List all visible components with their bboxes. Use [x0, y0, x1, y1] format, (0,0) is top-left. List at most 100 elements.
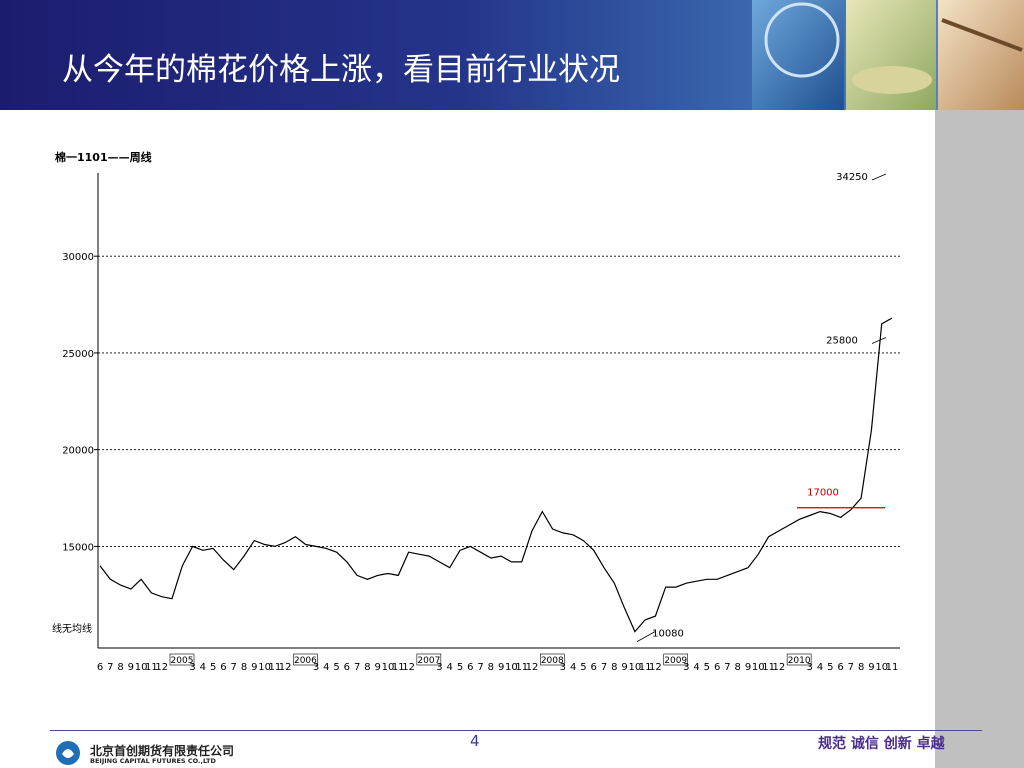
x-tick-label: 10: [382, 662, 395, 673]
x-tick-label: 9: [621, 662, 627, 673]
x-tick-label: 11: [762, 662, 775, 673]
x-tick-label: 8: [364, 662, 370, 673]
year-box: [539, 653, 565, 666]
x-tick-label: 6: [97, 662, 103, 673]
side-bar: [935, 110, 1024, 768]
x-year-label: 2008: [541, 656, 564, 666]
x-tick-label: 9: [251, 662, 257, 673]
x-tick-label: 12: [526, 662, 539, 673]
y-tick-label: 15000: [62, 542, 94, 553]
x-tick-label: 12: [279, 662, 292, 673]
y-tick-label: 25000: [62, 349, 94, 360]
x-tick-label: 8: [488, 662, 494, 673]
x-tick-label: 9: [128, 662, 134, 673]
x-tick-label: 11: [268, 662, 281, 673]
x-tick-label: 11: [392, 662, 405, 673]
x-tick-label: 3: [436, 662, 442, 673]
x-tick-label: 10: [258, 662, 271, 673]
x-tick-label: 10: [628, 662, 641, 673]
annotation-pointer: [636, 631, 656, 642]
x-tick-label: 10: [135, 662, 148, 673]
year-box: [293, 653, 318, 666]
x-tick-label: 6: [220, 662, 226, 673]
x-year-label: 2006: [294, 656, 317, 666]
x-tick-label: 11: [639, 662, 652, 673]
x-tick-label: 7: [601, 662, 607, 673]
x-tick-label: 4: [323, 662, 329, 673]
x-year-label: 2007: [417, 656, 440, 666]
x-tick-label: 8: [735, 662, 741, 673]
x-tick-label: 12: [402, 662, 415, 673]
x-tick-label: 11: [886, 662, 899, 673]
x-tick-label: 4: [570, 662, 576, 673]
x-tick-label: 4: [693, 662, 699, 673]
page-number: 4: [470, 732, 480, 750]
x-tick-label: 3: [189, 662, 195, 673]
x-tick-label: 5: [580, 662, 586, 673]
annotation-pointer: [871, 173, 887, 181]
x-tick-label: 4: [200, 662, 206, 673]
x-tick-label: 7: [848, 662, 854, 673]
header: 从今年的棉花价格上涨，看目前行业状况: [0, 0, 1024, 110]
annotation-pointer: [871, 337, 887, 344]
year-box: [169, 653, 195, 666]
x-tick-label: 8: [117, 662, 123, 673]
slide-title: 从今年的棉花价格上涨，看目前行业状况: [62, 52, 620, 88]
price-line: [99, 317, 893, 633]
x-tick-label: 3: [683, 662, 689, 673]
x-tick-label: 5: [333, 662, 339, 673]
x-tick-label: 11: [145, 662, 158, 673]
x-tick-label: 10: [505, 662, 518, 673]
x-tick-label: 6: [714, 662, 720, 673]
x-tick-label: 10: [875, 662, 888, 673]
annotation: 17000: [807, 488, 839, 499]
y-tick-label: 20000: [62, 446, 94, 457]
annotation: 25800: [826, 335, 858, 346]
x-tick-label: 6: [837, 662, 843, 673]
x-tick-label: 11: [515, 662, 528, 673]
x-year-label: 2005: [171, 656, 194, 666]
x-tick-label: 12: [649, 662, 662, 673]
annotation: 10080: [652, 629, 684, 640]
x-tick-label: 6: [467, 662, 473, 673]
logo: [56, 741, 80, 765]
x-tick-label: 7: [354, 662, 360, 673]
x-tick-label: 4: [447, 662, 453, 673]
x-tick-label: 6: [591, 662, 597, 673]
x-tick-label: 5: [827, 662, 833, 673]
x-tick-label: 4: [817, 662, 823, 673]
year-box: [663, 653, 689, 666]
company-name: 北京首创期货有限责任公司: [90, 744, 235, 758]
chart-title: 棉一1101——周线: [55, 150, 152, 164]
x-tick-label: 3: [560, 662, 566, 673]
x-tick-label: 3: [807, 662, 813, 673]
ma-note: 线无均线: [52, 622, 92, 635]
footer-line: [50, 730, 982, 731]
x-tick-label: 7: [477, 662, 483, 673]
x-tick-label: 6: [344, 662, 350, 673]
x-tick-label: 3: [313, 662, 319, 673]
year-box: [416, 653, 442, 666]
annotation: 34250: [836, 172, 868, 183]
x-tick-label: 12: [155, 662, 168, 673]
x-tick-label: 9: [868, 662, 874, 673]
x-tick-label: 7: [231, 662, 237, 673]
y-tick-label: 30000: [62, 252, 94, 263]
x-tick-label: 5: [210, 662, 216, 673]
x-tick-label: 10: [752, 662, 765, 673]
header-images: [752, 0, 1024, 110]
year-box: [786, 653, 812, 666]
x-tick-label: 8: [241, 662, 247, 673]
x-tick-label: 7: [107, 662, 113, 673]
x-year-label: 2010: [788, 656, 811, 666]
x-tick-label: 8: [611, 662, 617, 673]
x-tick-label: 8: [858, 662, 864, 673]
x-tick-label: 9: [498, 662, 504, 673]
company-name-en: BEIJING CAPITAL FUTURES CO.,LTD: [90, 757, 216, 765]
x-tick-label: 12: [772, 662, 785, 673]
x-tick-label: 7: [724, 662, 730, 673]
x-tick-label: 5: [704, 662, 710, 673]
x-tick-label: 9: [745, 662, 751, 673]
